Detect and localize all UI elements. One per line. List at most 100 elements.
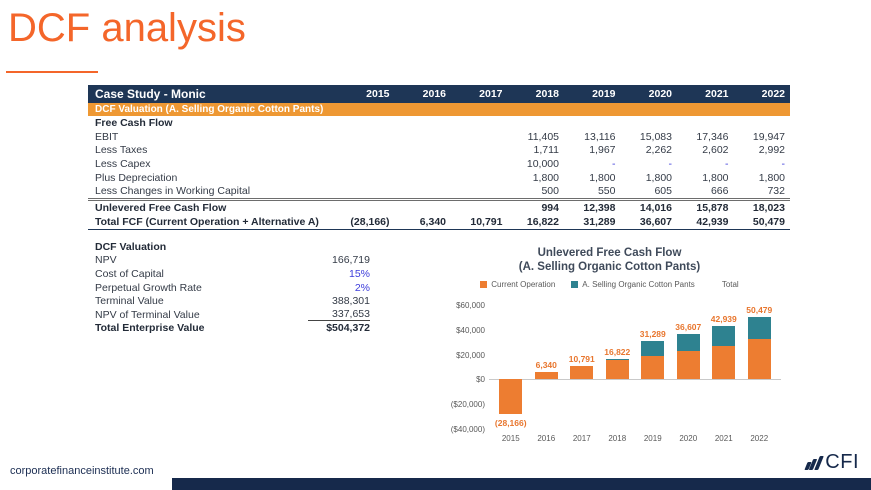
table-row: Plus Depreciation 1,800 1,800 1,800 1,800 1,8…: [88, 171, 790, 185]
x-tick-label: 2017: [572, 434, 591, 443]
y-tick-label: $60,000: [456, 301, 485, 310]
legend-label: A. Selling Organic Cotton Pants: [582, 280, 695, 289]
x-tick-label: 2021: [714, 434, 733, 443]
valuation-label: NPV: [95, 254, 117, 267]
y-tick-label: $0: [476, 375, 485, 385]
bar-current-operation: [712, 345, 735, 380]
chart-legend: Current Operation A. Selling Organic Cott…: [437, 280, 782, 289]
legend-item: Total: [711, 280, 739, 289]
bar-total-label: 50,479: [746, 304, 773, 315]
table-header-title: Case Study - Monic: [95, 87, 206, 101]
legend-item: Current Operation: [480, 280, 555, 289]
bar-group: 31,289: [635, 305, 671, 429]
table-cell: 6,340: [419, 215, 446, 228]
valuation-value: 337,653: [308, 308, 370, 322]
valuation-value: 2%: [354, 281, 370, 294]
table-cell: 2,992: [758, 144, 785, 157]
bar-group: 6,340: [529, 305, 565, 429]
table-row: Unlevered Free Cash Flow 994 12,398 14,016 1…: [88, 198, 790, 215]
bar-group: 10,791: [564, 305, 600, 429]
table-cell: 500: [541, 185, 559, 198]
chart-title-line2: (A. Selling Organic Cotton Pants): [518, 261, 701, 274]
valuation-label: Terminal Value: [95, 295, 164, 308]
table-cell: 31,289: [583, 215, 616, 228]
table-cell: -: [668, 157, 673, 170]
bar-alternative-a: [676, 334, 700, 352]
valuation-value: 15%: [348, 267, 370, 280]
table-cell: 1,800: [702, 171, 729, 184]
table-cell: 732: [767, 185, 785, 198]
valuation-row: Terminal Value 388,301: [88, 294, 370, 308]
table-row-label: Less Taxes: [95, 144, 148, 157]
table-row-label: Less Capex: [95, 157, 151, 170]
table-cell: 14,016: [639, 201, 672, 214]
cfi-logo-text: CFI: [825, 451, 859, 473]
bar-total-label: (28,166): [494, 418, 527, 429]
bar-current-operation: [605, 359, 629, 380]
table-cell: 994: [541, 201, 559, 214]
bar-current-operation: [570, 366, 593, 380]
table-cell: (28,166): [350, 215, 390, 228]
table-row-label: Unlevered Free Cash Flow: [95, 201, 227, 214]
bar-total-label: 6,340: [535, 359, 557, 370]
table-cell: 1,967: [589, 144, 616, 157]
footer-url: corporatefinanceinstitute.com: [10, 465, 154, 477]
bar-current-operation: [747, 339, 771, 380]
valuation-value: 388,301: [332, 295, 370, 308]
table-header-row: Case Study - Monic 2015 2016 2017 2018 2019 2…: [88, 85, 790, 103]
table-cell: 13,116: [584, 130, 616, 143]
valuation-row: NPV 166,719: [88, 254, 370, 268]
table-cell: 15,878: [696, 201, 729, 214]
x-tick-label: 2022: [750, 434, 769, 443]
table-cell: -: [725, 157, 729, 170]
table-header-year: 2019: [592, 88, 616, 100]
table-cell: 2,602: [702, 144, 729, 157]
bar-group: 42,939: [706, 305, 742, 429]
valuation-label: Perpetual Growth Rate: [95, 281, 202, 294]
bar-group: (28,166): [493, 305, 529, 429]
table-row-label: Free Cash Flow: [95, 116, 173, 129]
legend-label: Total: [721, 280, 739, 289]
x-tick-label: 2019: [643, 434, 662, 443]
valuation-label: Total Enterprise Value: [95, 322, 205, 335]
table-cell: 42,939: [696, 215, 729, 228]
bar-alternative-a: [747, 316, 771, 340]
valuation-title-row: DCF Valuation: [88, 240, 370, 254]
table-cell: 1,800: [532, 171, 559, 184]
chart-plot: (28,166) 6,340 10,791 16,822 31,289 36,607 42,…: [489, 305, 781, 429]
table-header-year: 2020: [648, 88, 672, 100]
ufcf-chart: Unlevered Free Cash Flow (A. Selling Org…: [437, 246, 782, 456]
table-row: EBIT 11,405 13,116 15,083 17,346 19,947: [88, 130, 790, 144]
table-row: Less Changes in Working Capital 500 550 605…: [88, 184, 790, 198]
table-cell: 10,791: [470, 215, 503, 228]
legend-label: Current Operation: [491, 280, 556, 289]
legend-swatch: [711, 281, 718, 288]
table-header-year: 2017: [479, 88, 503, 100]
x-tick-label: 2018: [608, 434, 627, 443]
valuation-value: 166,719: [332, 254, 370, 267]
table-cell: -: [612, 157, 616, 170]
x-tick-label: 2020: [679, 434, 698, 443]
table-row-label: Plus Depreciation: [95, 171, 178, 184]
valuation-title: DCF Valuation: [95, 240, 167, 253]
x-tick-label: 2015: [501, 434, 520, 443]
chart-x-axis: 2015 2016 2017 2018 2019 2020 2021 2022: [493, 434, 777, 446]
table-cell: 15,083: [639, 130, 672, 143]
bar-group: 16,822: [600, 305, 636, 429]
valuation-label: Cost of Capital: [95, 267, 164, 280]
table-cell: 10,000: [526, 157, 559, 170]
dcf-valuation-panel: DCF Valuation NPV 166,719 Cost of Capital 1…: [88, 240, 370, 335]
table-cell: 19,947: [752, 130, 785, 143]
y-tick-label: $40,000: [456, 325, 485, 335]
bar-current-operation: [499, 379, 522, 415]
table-cell: 17,346: [696, 130, 729, 143]
bar-current-operation: [641, 355, 664, 380]
table-row: Less Capex 10,000 - - - -: [88, 157, 790, 171]
zero-axis-line: [489, 379, 781, 381]
table-row: Free Cash Flow: [88, 116, 790, 130]
bar-total-label: 16,822: [604, 346, 631, 357]
case-study-table: Case Study - Monic 2015 2016 2017 2018 2019 2…: [88, 85, 790, 230]
y-tick-label: $20,000: [456, 350, 485, 360]
valuation-label: NPV of Terminal Value: [95, 308, 200, 321]
bar-total-label: 31,289: [639, 328, 666, 339]
